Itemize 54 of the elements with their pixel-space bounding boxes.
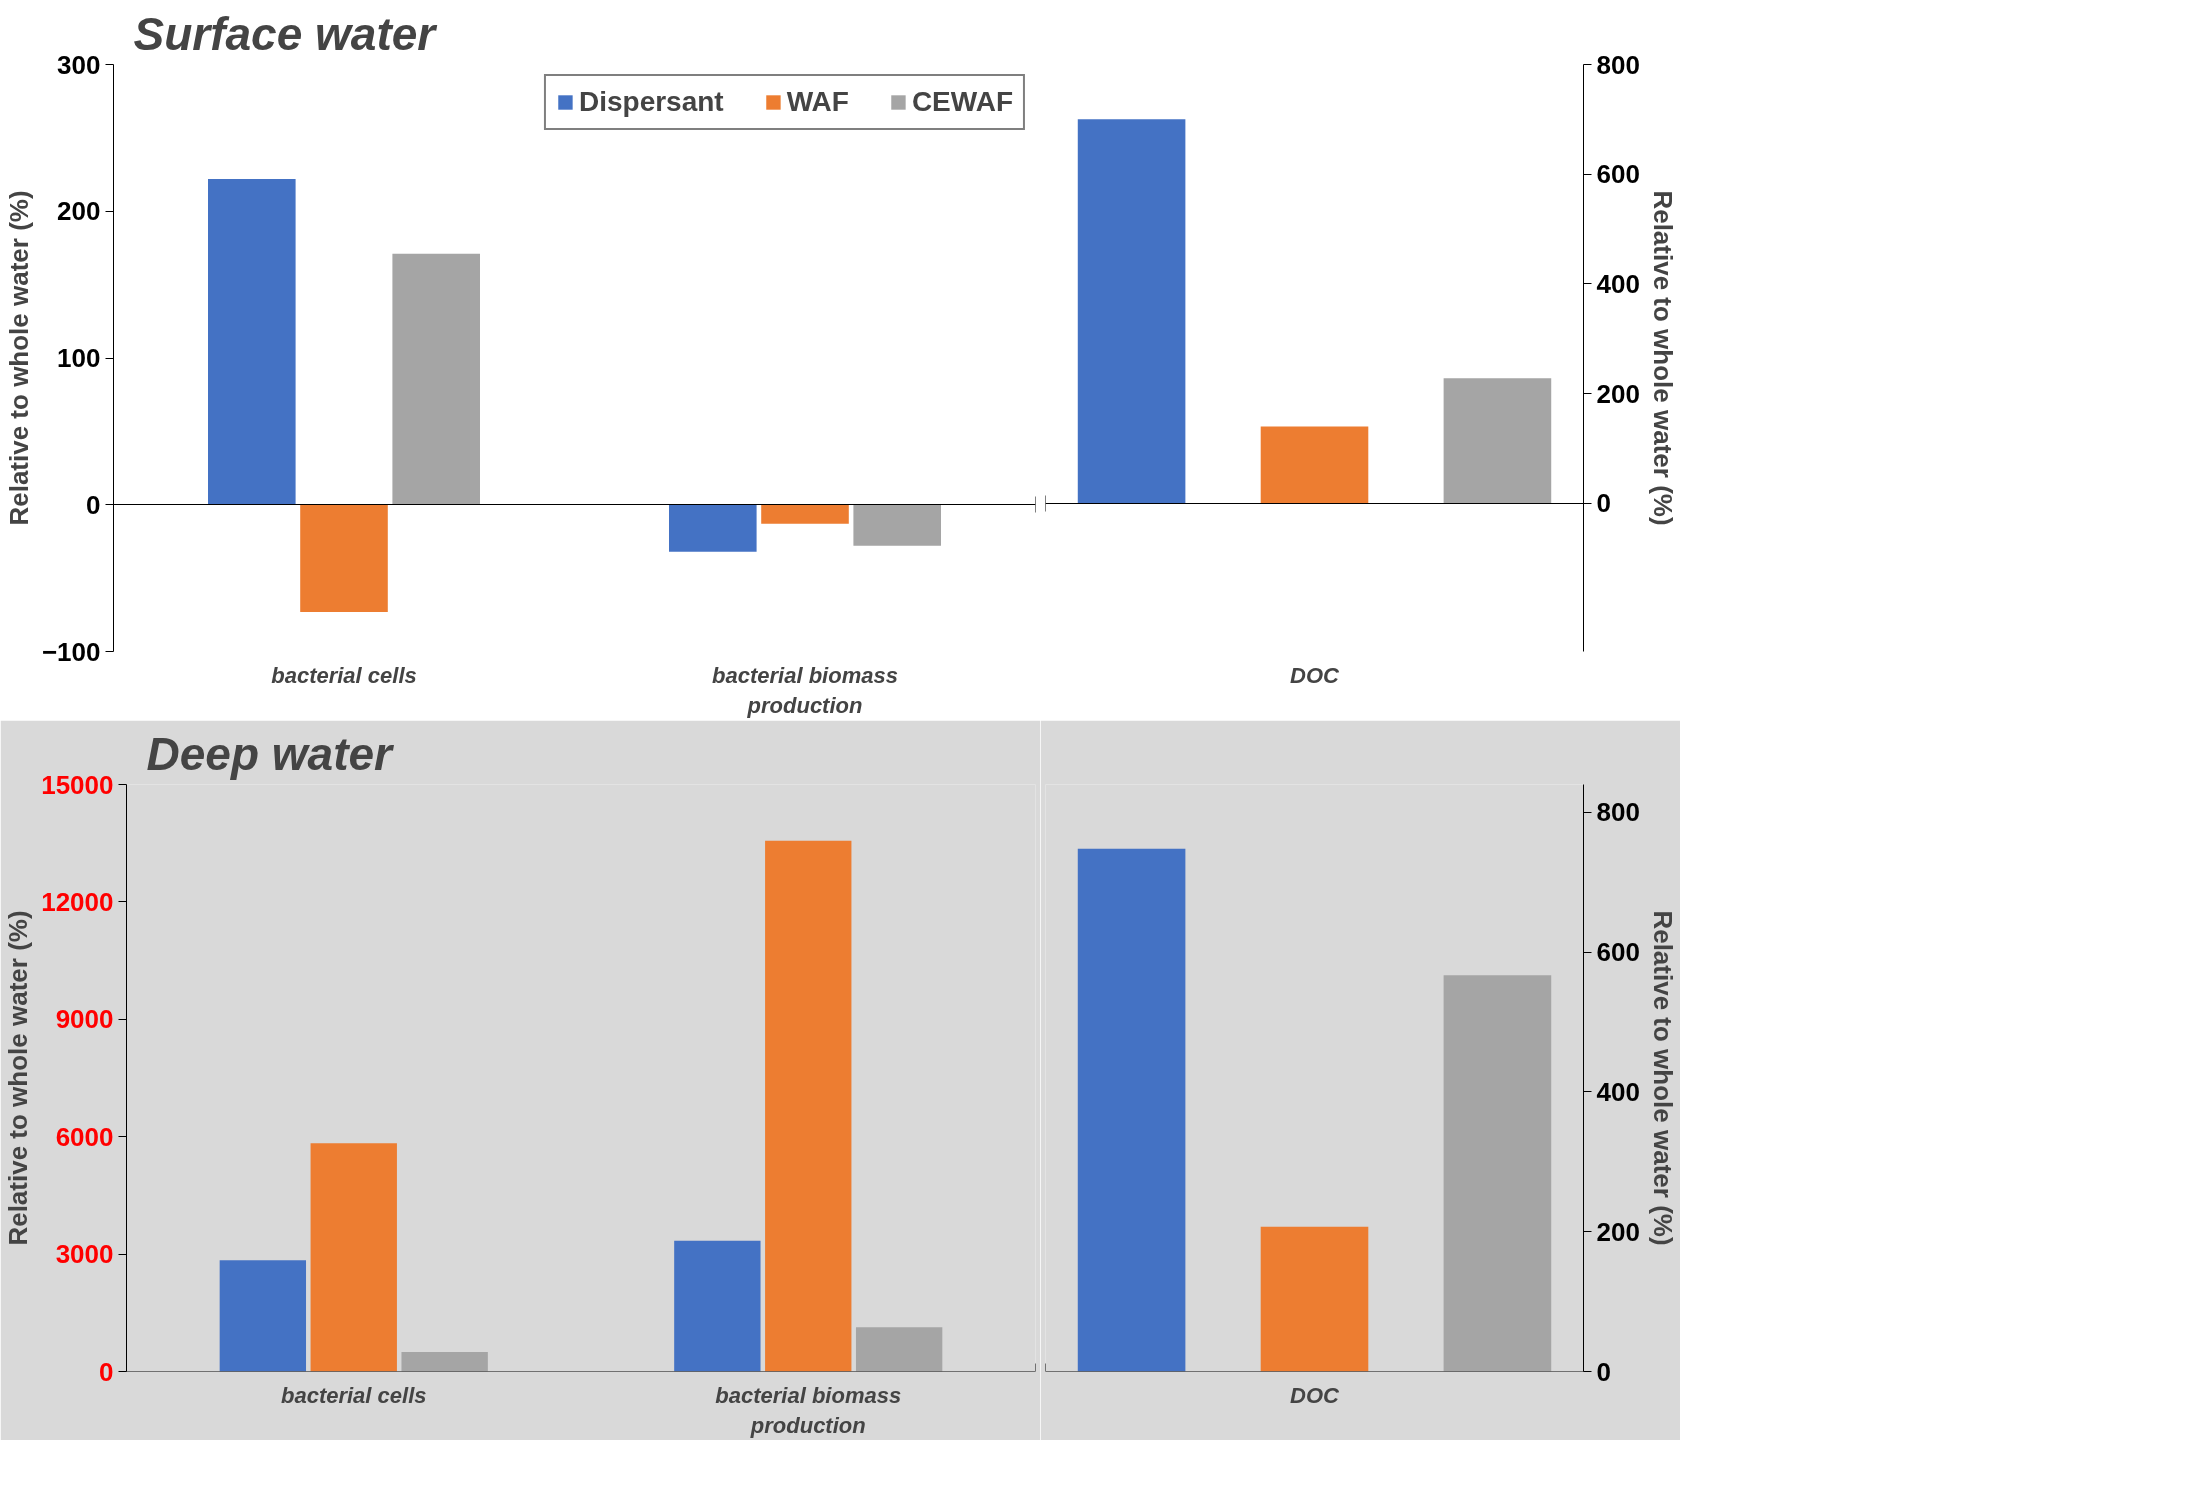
y-tick-label: 400	[1596, 268, 1640, 299]
chart-title: Surface water	[133, 7, 438, 60]
x-tick-label: bacterial cells	[271, 662, 417, 688]
bar	[1260, 426, 1369, 504]
y-tick-label: 600	[1596, 159, 1640, 190]
bar	[310, 1143, 397, 1372]
bar	[761, 504, 849, 524]
bar	[1443, 975, 1552, 1372]
chart-title: Deep water	[146, 727, 395, 780]
bar	[765, 840, 852, 1372]
y-tick-label: 400	[1596, 1076, 1640, 1107]
bar	[401, 1351, 488, 1372]
y-tick-label: 800	[1596, 49, 1640, 80]
bar	[1260, 1226, 1369, 1372]
y-tick-label: 6000	[55, 1121, 114, 1152]
y-axis-title: Relative to whole water (%)	[1647, 910, 1678, 1246]
bar	[219, 1260, 307, 1372]
y-tick-label: 100	[57, 343, 101, 373]
y-tick-label: 3000	[55, 1239, 114, 1270]
bar	[855, 1327, 943, 1372]
bar	[300, 504, 388, 612]
x-tick-label: bacterial biomass production	[715, 1382, 902, 1438]
y-axis-title: Relative to whole water (%)	[3, 190, 34, 526]
bar	[1077, 848, 1186, 1372]
x-tick-label: bacterial biomass production	[712, 662, 898, 718]
y-tick-label: 800	[1596, 797, 1640, 828]
y-tick-label: 300	[57, 49, 101, 80]
x-tick-label: bacterial cells	[280, 1382, 427, 1408]
bar	[208, 178, 296, 505]
y-tick-label: 0	[1596, 1356, 1611, 1387]
bar	[853, 504, 941, 546]
y-tick-label: 600	[1596, 937, 1640, 968]
legend-label: CEWAF	[911, 86, 1013, 118]
y-tick-label: −100	[41, 636, 101, 667]
y-tick-label: 0	[86, 489, 101, 520]
bar	[674, 1240, 761, 1372]
y-axis-title: Relative to whole water (%)	[3, 910, 34, 1246]
y-tick-label: 200	[1596, 1216, 1640, 1247]
y-tick-label: 12000	[41, 886, 114, 917]
y-tick-label: 0	[1596, 488, 1611, 519]
x-tick-label: DOC	[1290, 662, 1341, 688]
legend-label: WAF	[786, 86, 849, 118]
y-tick-label: 200	[1596, 378, 1640, 409]
y-tick-label: 15000	[41, 769, 114, 800]
bar	[669, 504, 757, 552]
y-tick-label: 0	[99, 1356, 114, 1387]
y-tick-label: 9000	[55, 1004, 114, 1035]
legend-label: Dispersant	[578, 86, 724, 118]
y-axis-title: Relative to whole water (%)	[1647, 190, 1678, 526]
bar	[1443, 378, 1552, 504]
bar	[1077, 119, 1186, 504]
y-tick-label: 200	[57, 196, 101, 227]
bar	[392, 253, 480, 505]
x-tick-label: DOC	[1290, 1382, 1341, 1408]
